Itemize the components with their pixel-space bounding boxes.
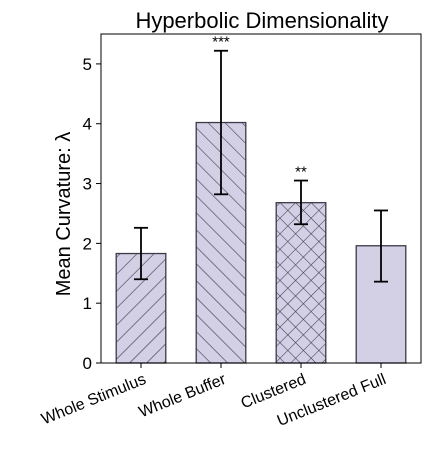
y-tick-label: 0	[83, 354, 92, 373]
y-tick-label: 4	[83, 115, 92, 134]
y-axis-label: Mean Curvature: λ	[53, 132, 75, 297]
x-tick-label: Whole Stimulus	[39, 371, 148, 428]
x-tick-label: Whole Buffer	[137, 371, 229, 422]
chart-title: Hyperbolic Dimensionality	[135, 8, 388, 33]
y-tick-label: 5	[83, 55, 92, 74]
significance-label: ***	[212, 34, 230, 51]
significance-label: **	[295, 164, 307, 181]
bar-hatch	[276, 202, 326, 363]
error-bars-layer	[134, 49, 388, 283]
y-tick-label: 2	[83, 234, 92, 253]
annotations-layer: *****	[212, 34, 307, 181]
plot-frame	[100, 33, 422, 364]
y-tick-label: 3	[83, 175, 92, 194]
y-tick-label: 1	[83, 294, 92, 313]
bars-layer	[115, 121, 407, 364]
